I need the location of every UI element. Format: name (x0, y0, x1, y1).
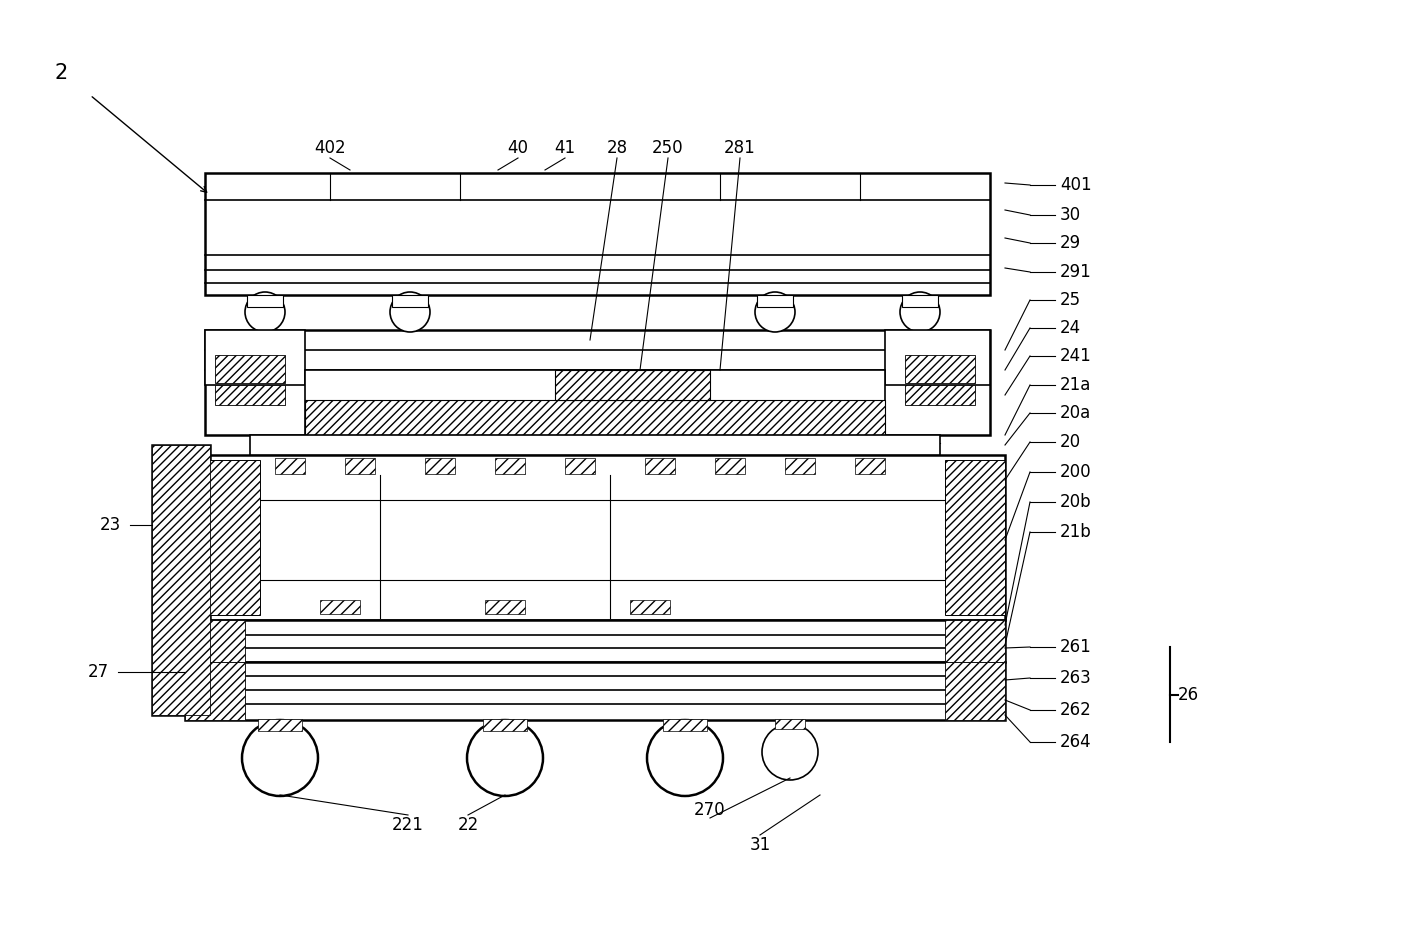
Bar (483, 719, 528, 731)
Bar (184, 662, 245, 720)
Text: 30: 30 (1059, 206, 1081, 224)
Text: 250: 250 (653, 139, 684, 157)
Text: 21b: 21b (1059, 523, 1092, 541)
Text: 20b: 20b (1059, 493, 1092, 511)
Circle shape (467, 720, 543, 796)
Bar (554, 370, 711, 400)
Bar (305, 370, 885, 435)
Bar (205, 173, 991, 295)
Text: 291: 291 (1059, 263, 1092, 281)
Circle shape (756, 292, 795, 332)
Text: 26: 26 (1178, 686, 1199, 704)
Circle shape (242, 720, 318, 796)
Bar (184, 460, 260, 615)
Bar (319, 600, 360, 614)
Circle shape (390, 292, 431, 332)
Bar (905, 355, 975, 383)
Text: 241: 241 (1059, 347, 1092, 365)
Bar (495, 458, 525, 474)
Bar (644, 458, 675, 474)
Bar (566, 458, 595, 474)
Bar (205, 330, 991, 435)
Text: 264: 264 (1059, 733, 1092, 751)
Bar (885, 330, 991, 385)
Bar (775, 719, 805, 729)
Text: 262: 262 (1059, 701, 1092, 719)
Polygon shape (152, 445, 210, 715)
Bar (184, 620, 1005, 662)
Bar (785, 458, 815, 474)
Bar (248, 295, 283, 307)
Bar (274, 458, 305, 474)
Text: 263: 263 (1059, 669, 1092, 687)
Bar (946, 460, 1005, 615)
Text: 22: 22 (457, 816, 478, 834)
Bar (184, 662, 1005, 720)
Circle shape (900, 292, 940, 332)
Text: 40: 40 (508, 139, 529, 157)
Bar (205, 330, 305, 385)
Bar (855, 458, 885, 474)
Text: 401: 401 (1059, 176, 1092, 194)
Bar (152, 445, 210, 715)
Bar (630, 600, 670, 614)
Bar (345, 458, 376, 474)
Bar (485, 600, 525, 614)
Circle shape (245, 292, 286, 332)
Bar (663, 719, 706, 731)
Text: 221: 221 (393, 816, 424, 834)
Text: 20: 20 (1059, 433, 1081, 451)
Bar (215, 385, 286, 405)
Text: 402: 402 (314, 139, 346, 157)
Bar (215, 355, 286, 383)
Bar (946, 620, 1005, 662)
Bar (902, 295, 938, 307)
Bar (757, 295, 794, 307)
Bar (257, 719, 303, 731)
Text: 28: 28 (606, 139, 628, 157)
Bar (715, 458, 744, 474)
Text: 41: 41 (554, 139, 575, 157)
Text: 23: 23 (100, 516, 121, 534)
Circle shape (763, 724, 817, 780)
Bar (184, 620, 245, 662)
Text: 270: 270 (694, 801, 726, 819)
Bar (393, 295, 428, 307)
Text: 21a: 21a (1059, 376, 1092, 394)
Circle shape (647, 720, 723, 796)
Text: 261: 261 (1059, 638, 1092, 656)
Bar (250, 435, 940, 455)
Text: 31: 31 (750, 836, 771, 854)
Bar (425, 458, 454, 474)
Text: 25: 25 (1059, 291, 1081, 309)
Bar (905, 385, 975, 405)
Text: 27: 27 (89, 663, 110, 681)
Text: 200: 200 (1059, 463, 1092, 481)
Bar (184, 455, 1005, 620)
Text: 20a: 20a (1059, 404, 1092, 422)
Text: 24: 24 (1059, 319, 1081, 337)
Text: 29: 29 (1059, 234, 1081, 252)
Text: 2: 2 (55, 63, 69, 83)
Text: 281: 281 (725, 139, 756, 157)
Bar (946, 662, 1005, 720)
Bar (305, 400, 885, 435)
